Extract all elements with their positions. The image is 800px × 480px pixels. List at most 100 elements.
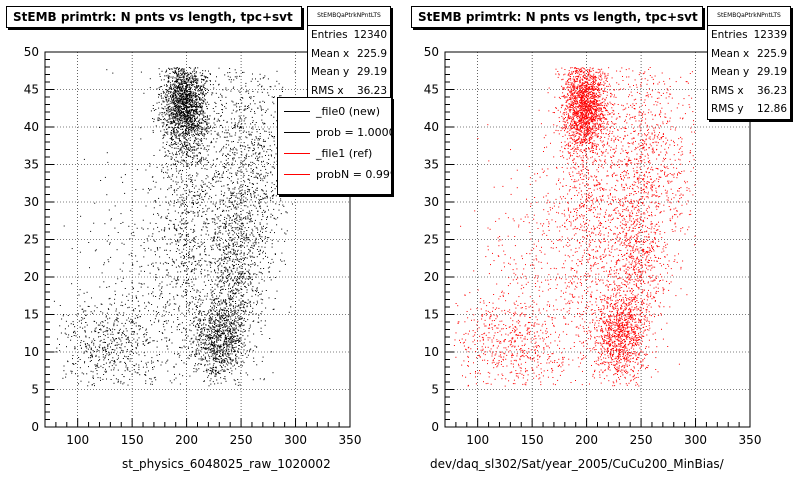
scatter-point: [233, 250, 235, 252]
scatter-point: [258, 271, 260, 273]
scatter-point: [181, 74, 182, 76]
scatter-point: [173, 202, 175, 204]
scatter-point: [190, 210, 192, 212]
scatter-point: [234, 350, 236, 352]
scatter-point: [183, 265, 185, 267]
scatter-point: [180, 117, 182, 119]
scatter-points: [53, 67, 297, 387]
scatter-point: [199, 103, 201, 105]
scatter-point: [177, 112, 179, 114]
scatter-point: [181, 132, 183, 133]
scatter-point: [172, 116, 174, 118]
scatter-point: [186, 108, 188, 110]
scatter-point: [255, 243, 257, 245]
scatter-point: [247, 218, 249, 220]
scatter-point: [201, 109, 203, 111]
scatter-point: [171, 168, 172, 170]
scatter-point: [200, 358, 202, 360]
scatter-point: [216, 176, 218, 178]
scatter-point: [204, 87, 206, 89]
scatter-point: [208, 223, 210, 224]
scatter-point: [227, 269, 229, 271]
scatter-point: [243, 120, 245, 122]
scatter-point: [205, 205, 207, 207]
scatter-point: [188, 80, 190, 82]
scatter-point: [166, 101, 168, 103]
scatter-point: [194, 77, 196, 79]
scatter-point: [212, 369, 213, 371]
scatter-point: [209, 319, 211, 321]
scatter-point: [205, 370, 207, 372]
scatter-point: [188, 138, 190, 140]
scatter-point: [212, 357, 214, 359]
scatter-point: [218, 321, 220, 323]
scatter-point: [252, 263, 254, 265]
scatter-point: [205, 298, 207, 300]
scatter-point: [180, 161, 182, 163]
scatter-point: [188, 178, 190, 180]
scatter-point: [182, 108, 184, 110]
scatter-point: [178, 103, 180, 105]
scatter-point: [219, 335, 221, 337]
scatter-point: [194, 195, 196, 197]
scatter-point: [219, 301, 221, 303]
scatter-point: [246, 222, 248, 224]
scatter-point: [201, 198, 203, 200]
scatter-point: [225, 256, 227, 258]
scatter-point: [214, 263, 216, 265]
scatter-point: [192, 124, 194, 126]
scatter-point: [192, 342, 194, 344]
scatter-point: [214, 330, 216, 332]
scatter-point: [180, 347, 182, 349]
scatter-point: [212, 355, 214, 357]
scatter-point: [237, 309, 239, 311]
scatter-point: [221, 353, 223, 355]
scatter-point: [174, 121, 176, 123]
scatter-point: [242, 199, 244, 201]
scatter-point: [223, 267, 225, 269]
scatter-point: [201, 202, 203, 203]
scatter-point: [185, 91, 187, 93]
scatter-point: [195, 236, 197, 238]
scatter-point: [221, 360, 223, 362]
scatter-point: [255, 189, 257, 191]
scatter-point: [262, 250, 264, 252]
scatter-point: [260, 230, 261, 232]
scatter-point: [168, 116, 170, 118]
scatter-point: [227, 72, 229, 74]
scatter-point: [184, 97, 186, 99]
scatter-point: [194, 146, 196, 148]
scatter-point: [259, 156, 261, 158]
scatter-point: [183, 77, 185, 79]
scatter-point: [202, 347, 204, 349]
scatter-point: [159, 112, 161, 114]
scatter-point: [155, 125, 157, 127]
scatter-point: [264, 246, 266, 248]
scatter-point: [273, 194, 275, 196]
scatter-point: [214, 303, 216, 305]
scatter-point: [191, 248, 193, 250]
scatter-point: [183, 91, 185, 93]
scatter-point: [225, 246, 227, 248]
scatter-point: [161, 287, 163, 289]
scatter-point: [259, 78, 261, 80]
scatter-point: [214, 375, 216, 377]
scatter-point: [242, 176, 244, 178]
scatter-point: [183, 79, 185, 80]
scatter-point: [169, 108, 171, 110]
scatter-point: [230, 321, 232, 323]
scatter-point: [196, 127, 197, 129]
scatter-point: [262, 180, 264, 182]
scatter-point: [236, 174, 238, 176]
scatter-point: [229, 327, 231, 329]
scatter-point: [218, 216, 220, 218]
scatter-point: [229, 296, 231, 298]
scatter-point: [171, 99, 173, 101]
scatter-point: [201, 180, 203, 182]
scatter-point: [227, 293, 229, 295]
scatter-point: [206, 347, 208, 349]
scatter-point: [242, 300, 244, 302]
scatter-point: [258, 233, 260, 235]
scatter-point: [181, 360, 183, 361]
scatter-point: [208, 325, 210, 326]
